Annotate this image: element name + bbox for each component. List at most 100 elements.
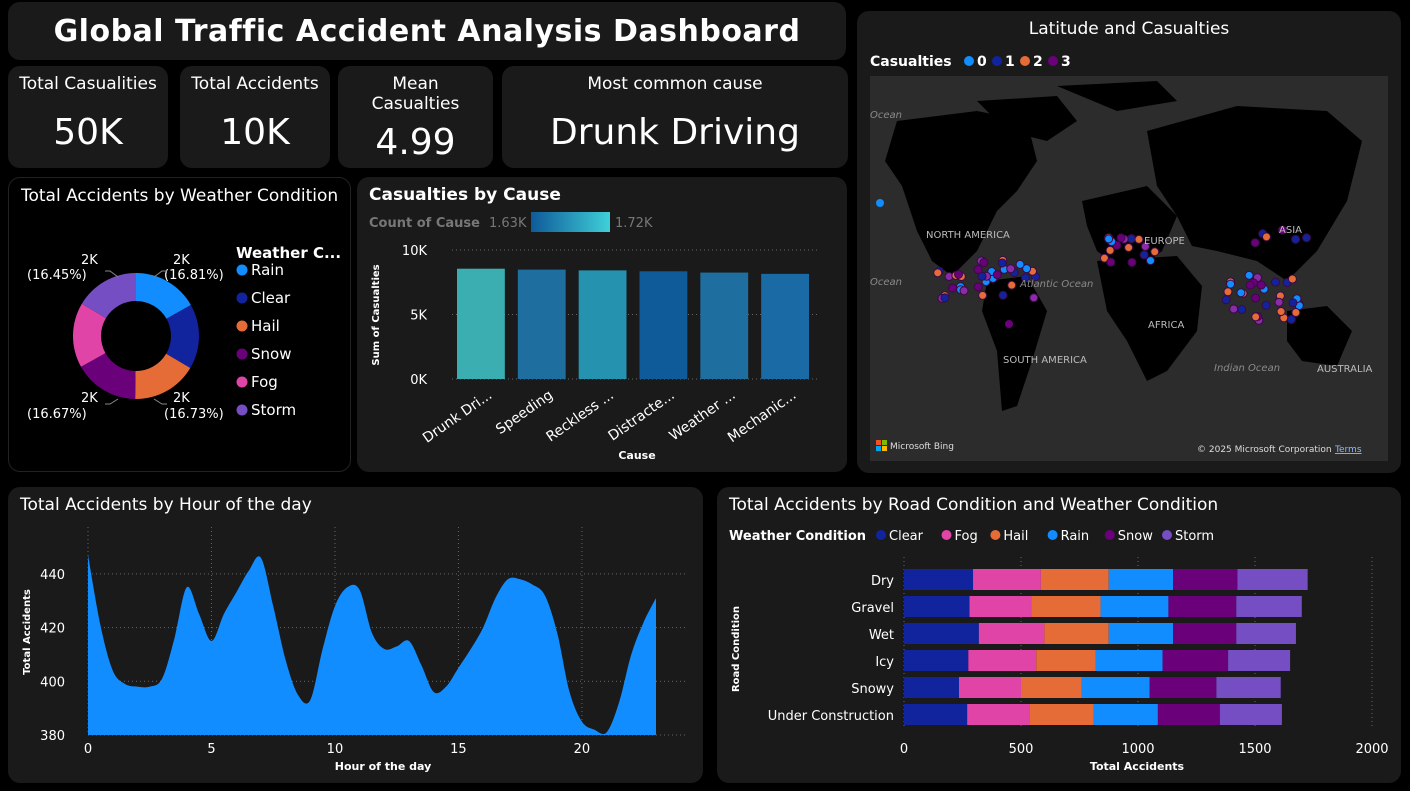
cause-bar-chart[interactable]: Count of Cause 1.63K 1.72K 0K 5K 10K Drunk… bbox=[357, 177, 847, 472]
legend-item-clear[interactable]: Clear bbox=[889, 529, 924, 544]
bar-segment-snow[interactable] bbox=[1173, 623, 1237, 644]
map-point[interactable] bbox=[1116, 233, 1126, 243]
bar-segment-snow[interactable] bbox=[1149, 677, 1217, 698]
bar-segment-rain[interactable] bbox=[1093, 704, 1158, 725]
bar-segment-hail[interactable] bbox=[1021, 677, 1082, 698]
map-point[interactable] bbox=[876, 199, 884, 207]
map-point[interactable] bbox=[997, 258, 1007, 268]
bar-0[interactable] bbox=[457, 268, 505, 379]
bar-segment-storm[interactable] bbox=[1236, 596, 1302, 617]
bar-segment-snow[interactable] bbox=[1162, 650, 1229, 671]
map-point[interactable] bbox=[992, 270, 1002, 280]
map-point[interactable] bbox=[1270, 277, 1280, 287]
legend-item-rain[interactable]: Rain bbox=[251, 261, 284, 279]
bar-4[interactable] bbox=[700, 272, 749, 379]
donut-slice-rain[interactable] bbox=[136, 273, 191, 319]
road-stacked-chart[interactable]: Weather Condition Clear Fog Hail Rain Snow St… bbox=[717, 487, 1401, 783]
bar-segment-hail[interactable] bbox=[1029, 704, 1094, 725]
bar-segment-clear[interactable] bbox=[904, 623, 979, 644]
map-point[interactable] bbox=[1302, 233, 1312, 243]
map-point[interactable] bbox=[1256, 280, 1266, 290]
map-point[interactable] bbox=[1099, 253, 1109, 263]
map-point[interactable] bbox=[940, 293, 950, 303]
bar-2[interactable] bbox=[578, 270, 627, 379]
bar-3[interactable] bbox=[639, 271, 688, 379]
bar-segment-fog[interactable] bbox=[958, 677, 1021, 698]
map-point[interactable] bbox=[933, 268, 943, 278]
map-point[interactable] bbox=[977, 271, 987, 281]
legend-item-fog[interactable]: Fog bbox=[251, 373, 278, 391]
legend-item-snow[interactable]: Snow bbox=[1118, 529, 1153, 544]
map-point[interactable] bbox=[954, 269, 964, 279]
kpi-mean-casualties[interactable]: Mean Casualties 4.99 bbox=[338, 66, 493, 168]
bar-segment-hail[interactable] bbox=[1040, 569, 1109, 590]
map-point[interactable] bbox=[1237, 305, 1247, 315]
map-point[interactable] bbox=[1139, 250, 1149, 260]
map-point[interactable] bbox=[1276, 307, 1286, 317]
bar-segment-fog[interactable] bbox=[967, 704, 1030, 725]
bar-5[interactable] bbox=[761, 273, 809, 379]
map-terms-link[interactable]: Terms bbox=[1334, 445, 1362, 455]
map-point[interactable] bbox=[1286, 315, 1296, 325]
legend-item-hail[interactable]: Hail bbox=[251, 317, 280, 335]
donut-slice-fog[interactable] bbox=[73, 303, 106, 367]
map-point[interactable] bbox=[1291, 308, 1301, 318]
map-point[interactable] bbox=[1250, 238, 1260, 248]
map-point[interactable] bbox=[978, 290, 988, 300]
map-point[interactable] bbox=[998, 290, 1008, 300]
map-point[interactable] bbox=[1287, 274, 1297, 284]
legend-item-storm[interactable]: Storm bbox=[1175, 529, 1214, 544]
map-point[interactable] bbox=[947, 283, 957, 293]
map-point[interactable] bbox=[1223, 287, 1233, 297]
bar-segment-storm[interactable] bbox=[1236, 623, 1296, 644]
bar-segment-hail[interactable] bbox=[1044, 623, 1109, 644]
map-point[interactable] bbox=[1221, 295, 1231, 305]
kpi-total-casualties[interactable]: Total Casualities 50K bbox=[8, 66, 168, 168]
hour-area-series[interactable] bbox=[88, 555, 656, 735]
map-point[interactable] bbox=[1261, 232, 1271, 242]
bar-segment-rain[interactable] bbox=[1095, 650, 1163, 671]
bar-segment-rain[interactable] bbox=[1081, 677, 1150, 698]
bar-segment-storm[interactable] bbox=[1219, 704, 1282, 725]
map-point[interactable] bbox=[1226, 279, 1236, 289]
bar-segment-clear[interactable] bbox=[904, 650, 969, 671]
bar-segment-clear[interactable] bbox=[904, 569, 974, 590]
map-point[interactable] bbox=[1029, 293, 1039, 303]
map-point[interactable] bbox=[1146, 256, 1156, 266]
bar-segment-snow[interactable] bbox=[1168, 596, 1237, 617]
map-point[interactable] bbox=[1007, 280, 1017, 290]
donut-slice-storm[interactable] bbox=[81, 273, 136, 319]
map-point[interactable] bbox=[1251, 312, 1261, 322]
map-legend-item[interactable]: 0 bbox=[977, 54, 987, 70]
map-point[interactable] bbox=[1251, 293, 1261, 303]
map-legend-item[interactable]: 2 bbox=[1033, 54, 1043, 70]
bar-1[interactable] bbox=[517, 269, 566, 379]
bar-segment-fog[interactable] bbox=[978, 623, 1045, 644]
bar-segment-fog[interactable] bbox=[973, 569, 1041, 590]
map-point[interactable] bbox=[1261, 300, 1271, 310]
map-point[interactable] bbox=[1288, 298, 1298, 308]
map-point[interactable] bbox=[1104, 234, 1114, 244]
kpi-most-common-cause[interactable]: Most common cause Drunk Driving bbox=[502, 66, 848, 168]
hour-area-panel[interactable]: Total Accidents by Hour of the day 380 40… bbox=[8, 487, 703, 783]
map-point[interactable] bbox=[1005, 320, 1013, 328]
map-point[interactable] bbox=[1134, 234, 1144, 244]
map-point[interactable] bbox=[1245, 280, 1255, 290]
bar-segment-fog[interactable] bbox=[968, 650, 1037, 671]
map-point[interactable] bbox=[979, 258, 989, 268]
bar-segment-storm[interactable] bbox=[1228, 650, 1291, 671]
bar-segment-clear[interactable] bbox=[904, 596, 970, 617]
bar-segment-hail[interactable] bbox=[1036, 650, 1096, 671]
legend-item-fog[interactable]: Fog bbox=[955, 529, 978, 544]
bar-segment-clear[interactable] bbox=[904, 677, 959, 698]
bar-segment-storm[interactable] bbox=[1216, 677, 1281, 698]
legend-item-clear[interactable]: Clear bbox=[251, 289, 291, 307]
donut-slice-hail[interactable] bbox=[135, 353, 191, 399]
legend-item-hail[interactable]: Hail bbox=[1003, 529, 1028, 544]
bar-segment-fog[interactable] bbox=[969, 596, 1032, 617]
road-stacked-panel[interactable]: Total Accidents by Road Condition and We… bbox=[717, 487, 1401, 783]
weather-donut-chart[interactable]: Weather C... Rain Clear Hail Snow Fog Storm 2… bbox=[9, 178, 352, 473]
map-point[interactable] bbox=[959, 286, 969, 296]
map-point[interactable] bbox=[1291, 234, 1301, 244]
weather-donut-panel[interactable]: Total Accidents by Weather Condition Wea… bbox=[8, 177, 351, 472]
